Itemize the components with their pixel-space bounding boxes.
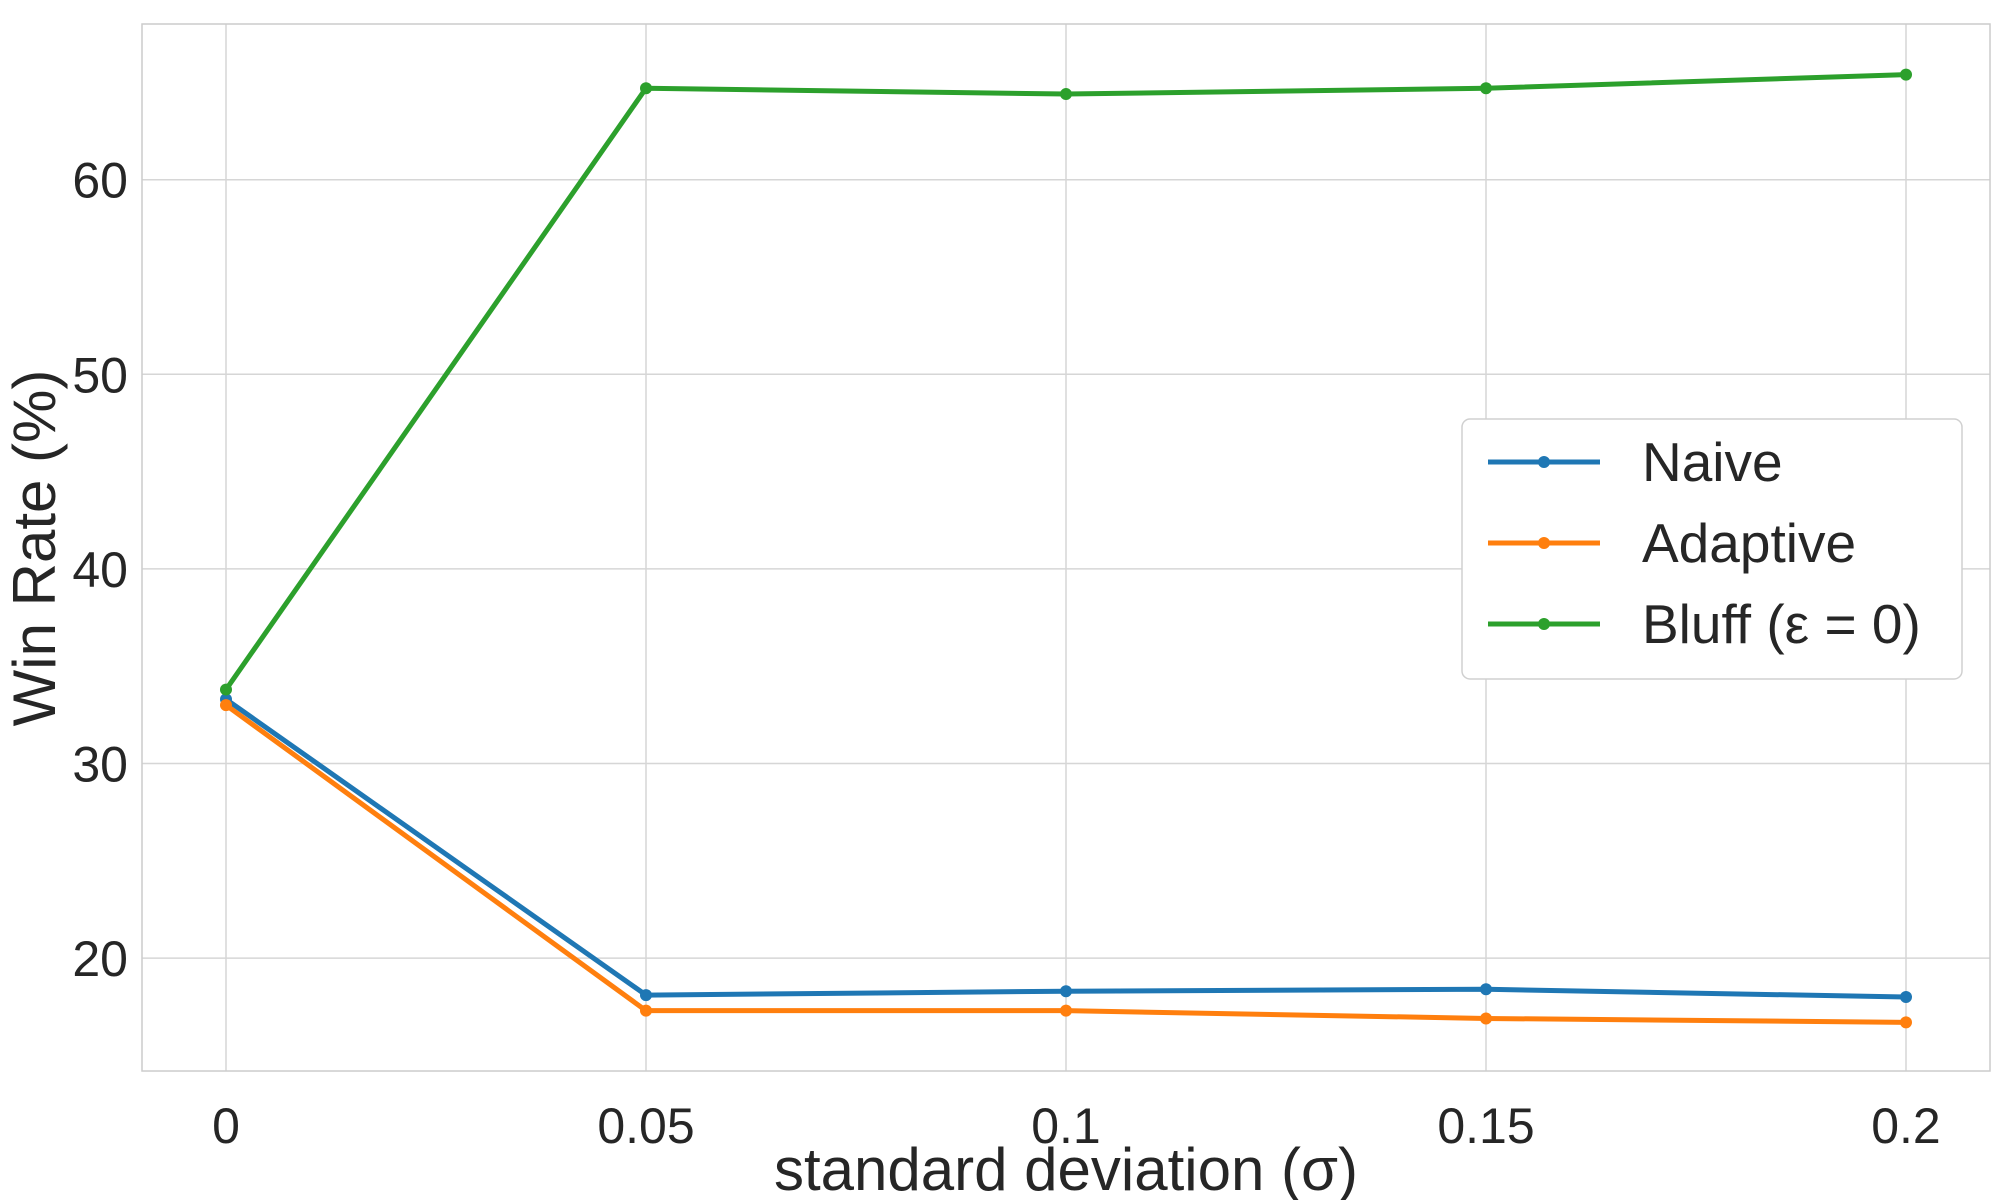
plot-frame (141, 23, 1991, 1072)
series-lines (220, 68, 1912, 1029)
x-tick-label: 0 (212, 1098, 240, 1154)
data-point (220, 683, 232, 696)
legend-label: Bluff (ε = 0) (1642, 593, 1921, 655)
x-tick-label: 0.2 (1871, 1098, 1941, 1154)
series-1 (220, 699, 1912, 1029)
x-tick-label: 0.1 (1031, 1098, 1101, 1154)
data-point (1060, 985, 1072, 998)
data-point (1900, 68, 1912, 81)
x-tick-label: 0.15 (1437, 1098, 1534, 1154)
data-point (1480, 1012, 1492, 1025)
data-point (640, 989, 652, 1002)
legend-item: Naive (1488, 431, 1783, 493)
data-point (1480, 983, 1492, 996)
x-axis-label: standard deviation (σ) (774, 1136, 1358, 1200)
series-2 (220, 68, 1912, 696)
legend-item: Adaptive (1488, 512, 1856, 574)
legend-label: Naive (1642, 431, 1783, 493)
legend: Naive Adaptive Bluff (ε = 0) (1461, 418, 1963, 680)
data-point (1060, 1004, 1072, 1017)
data-point (1480, 82, 1492, 95)
data-point (1900, 1016, 1912, 1029)
y-axis-label: Win Rate (%) (1, 370, 68, 727)
legend-marker (1538, 456, 1550, 468)
data-point (640, 1004, 652, 1017)
legend-box (1461, 418, 1963, 680)
legend-label: Adaptive (1642, 512, 1856, 574)
y-tick-label: 40 (72, 542, 128, 598)
x-tick-label: 0.05 (597, 1098, 694, 1154)
legend-marker (1538, 618, 1550, 630)
legend-marker (1538, 537, 1550, 549)
data-point (1060, 88, 1072, 101)
legend-item: Bluff (ε = 0) (1488, 593, 1921, 655)
y-tick-label: 20 (72, 931, 128, 987)
data-point (1900, 991, 1912, 1004)
tick-labels: 0 0.05 0.1 0.15 0.2 20 30 40 50 60 (72, 153, 1940, 1154)
data-point (220, 699, 232, 712)
y-tick-label: 30 (72, 737, 128, 793)
y-tick-label: 60 (72, 153, 128, 209)
y-tick-label: 50 (72, 347, 128, 403)
data-point (640, 82, 652, 95)
